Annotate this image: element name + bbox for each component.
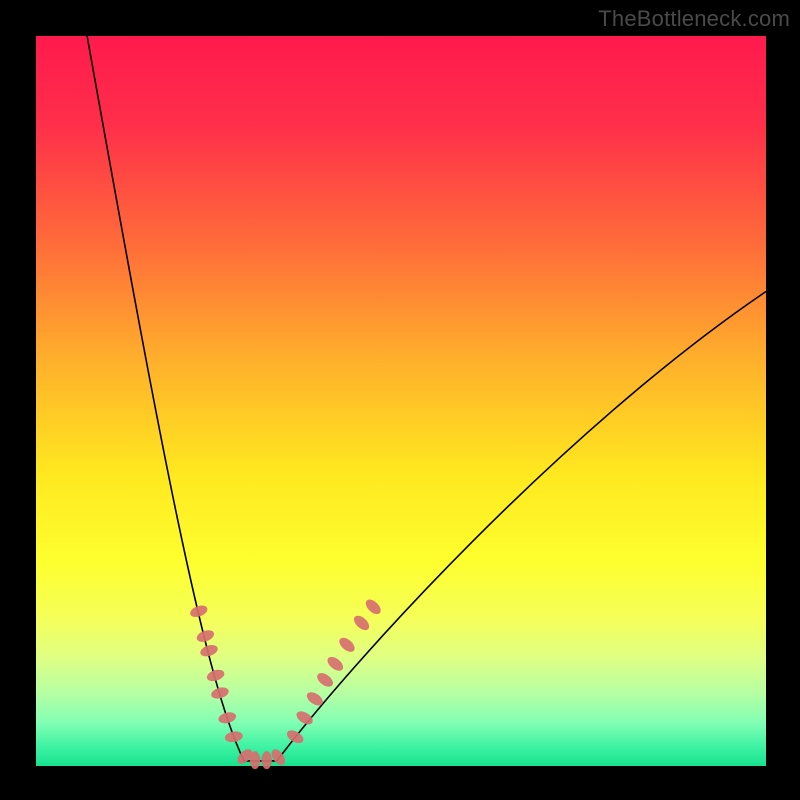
watermark-text: TheBottleneck.com: [598, 6, 790, 32]
chart-svg: [0, 0, 800, 800]
stage: TheBottleneck.com: [0, 0, 800, 800]
plot-background: [36, 36, 766, 766]
bead-bottom-2: [261, 751, 271, 769]
bead-bottom-1: [250, 751, 260, 769]
